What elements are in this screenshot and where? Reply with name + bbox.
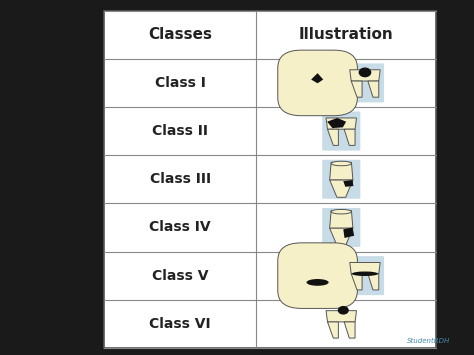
Polygon shape bbox=[344, 322, 355, 338]
Polygon shape bbox=[343, 228, 354, 238]
Polygon shape bbox=[328, 322, 338, 338]
Bar bbox=[104, 11, 436, 348]
Text: Class IV: Class IV bbox=[149, 220, 211, 234]
Text: StudentRDH: StudentRDH bbox=[407, 338, 450, 344]
Polygon shape bbox=[327, 118, 346, 128]
Circle shape bbox=[359, 68, 371, 77]
Ellipse shape bbox=[352, 272, 378, 276]
FancyBboxPatch shape bbox=[322, 160, 360, 199]
Ellipse shape bbox=[307, 279, 328, 286]
FancyBboxPatch shape bbox=[346, 256, 384, 295]
Polygon shape bbox=[311, 73, 323, 83]
Polygon shape bbox=[330, 211, 353, 228]
Ellipse shape bbox=[331, 161, 351, 166]
Polygon shape bbox=[326, 118, 356, 129]
Text: Class III: Class III bbox=[150, 172, 210, 186]
Polygon shape bbox=[330, 180, 353, 197]
Text: Class II: Class II bbox=[152, 124, 208, 138]
Polygon shape bbox=[330, 162, 353, 180]
FancyBboxPatch shape bbox=[278, 243, 357, 308]
Polygon shape bbox=[343, 180, 353, 187]
Polygon shape bbox=[344, 129, 355, 146]
Polygon shape bbox=[368, 81, 379, 97]
Polygon shape bbox=[350, 262, 380, 274]
FancyBboxPatch shape bbox=[278, 50, 357, 116]
Circle shape bbox=[338, 307, 348, 314]
Polygon shape bbox=[368, 274, 379, 290]
Polygon shape bbox=[350, 70, 380, 81]
Polygon shape bbox=[351, 274, 362, 290]
Text: Classes: Classes bbox=[148, 27, 212, 42]
Text: Class V: Class V bbox=[152, 269, 209, 283]
Polygon shape bbox=[330, 228, 353, 246]
FancyBboxPatch shape bbox=[294, 61, 341, 104]
Text: Illustration: Illustration bbox=[299, 27, 393, 42]
FancyBboxPatch shape bbox=[294, 254, 341, 297]
Text: Class VI: Class VI bbox=[149, 317, 211, 331]
FancyBboxPatch shape bbox=[322, 208, 360, 247]
FancyBboxPatch shape bbox=[322, 111, 360, 151]
Ellipse shape bbox=[331, 209, 351, 214]
Polygon shape bbox=[328, 129, 338, 146]
Text: Class I: Class I bbox=[155, 76, 206, 90]
Polygon shape bbox=[351, 81, 362, 97]
Polygon shape bbox=[326, 311, 356, 322]
FancyBboxPatch shape bbox=[346, 64, 384, 102]
